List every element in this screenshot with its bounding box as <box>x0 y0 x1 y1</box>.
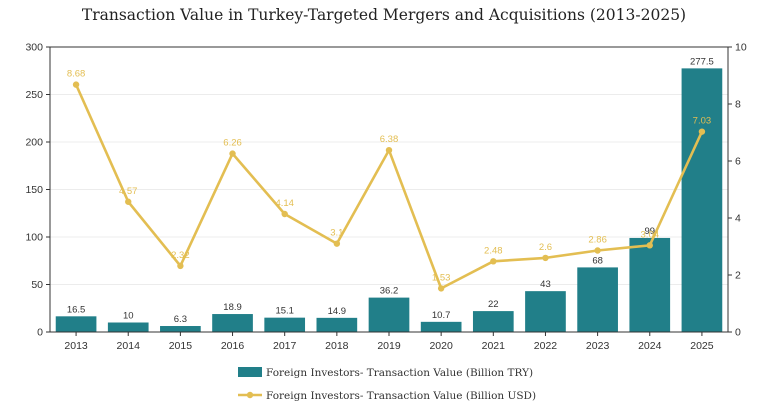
line-label-2017: 4.14 <box>275 198 294 209</box>
x-tick-label-2023: 2023 <box>586 340 610 352</box>
right-tick-label-8: 8 <box>735 99 741 111</box>
bar-2023 <box>577 267 618 332</box>
line-point-2023 <box>594 247 601 254</box>
line-point-2016 <box>229 150 236 157</box>
bar-2020 <box>420 321 462 332</box>
line-label-2022: 2.6 <box>539 242 552 253</box>
line-path <box>74 84 704 290</box>
legend-swatch-marker <box>246 391 254 399</box>
bar-2021 <box>472 311 514 332</box>
x-tick-label-2024: 2024 <box>638 340 662 352</box>
bar-label-2015: 6.3 <box>174 314 187 325</box>
bar-label-2014: 10 <box>123 311 134 322</box>
line-point-2022 <box>542 254 549 262</box>
line-point-2013 <box>72 81 80 88</box>
line-point-2017 <box>281 210 288 218</box>
line-label-2025: 7.03 <box>693 116 712 127</box>
right-tick-label-2: 2 <box>735 270 741 282</box>
x-tick-label-2020: 2020 <box>429 340 453 352</box>
x-tick-label-2025: 2025 <box>690 340 714 352</box>
left-tick-label-150: 150 <box>25 184 43 196</box>
chart-title: Transaction Value in Turkey-Targeted Mer… <box>81 6 687 24</box>
line-label-2019: 6.38 <box>380 134 399 145</box>
line-point-2015 <box>177 262 184 270</box>
bar-2017 <box>264 317 306 332</box>
line-point-2018 <box>333 240 341 247</box>
bar-2014 <box>107 322 149 332</box>
bar-2019 <box>368 297 410 332</box>
bar-label-2018: 14.9 <box>328 306 347 317</box>
line-point-2021 <box>490 258 497 265</box>
left-tick-label-0: 0 <box>37 327 43 339</box>
line-point-2020 <box>437 285 445 292</box>
right-tick-label-10: 10 <box>735 42 747 54</box>
line-label-2013: 8.68 <box>67 69 86 80</box>
line-label-2021: 2.48 <box>484 245 503 256</box>
line-label-2020: 1.53 <box>432 272 451 283</box>
left-tick-label-250: 250 <box>25 89 43 101</box>
legend: Foreign Investors- Transaction Value (Bi… <box>238 367 536 402</box>
x-tick-label-2022: 2022 <box>534 340 558 352</box>
bar-label-2025: 277.5 <box>690 56 714 67</box>
bar-2013 <box>55 316 97 332</box>
line-point-2014 <box>125 198 132 205</box>
bar-series: 16.5 10 6.3 18.9 15.1 14.9 36.2 10.7 22 43 68 99 277… <box>55 56 723 332</box>
x-tick-label-2015: 2015 <box>169 340 193 352</box>
line-label-2015: 2.32 <box>171 250 190 261</box>
legend-label-line: Foreign Investors- Transaction Value (Bi… <box>266 390 536 402</box>
bar-2022 <box>525 291 566 332</box>
line-point-2024 <box>646 242 653 249</box>
line-point-2025 <box>698 128 706 135</box>
right-tick-label-0: 0 <box>735 327 741 339</box>
left-tick-label-100: 100 <box>25 232 43 244</box>
x-tick-label-2016: 2016 <box>221 340 245 352</box>
bar-label-2023: 68 <box>592 255 603 266</box>
line-label-2023: 2.86 <box>588 234 607 245</box>
legend-swatch-bars <box>238 367 262 377</box>
right-tick-label-4: 4 <box>735 213 741 225</box>
bar-label-2020: 10.7 <box>432 310 451 321</box>
bar-2018 <box>316 317 358 332</box>
bar-2024 <box>629 237 671 332</box>
legend-label-bars: Foreign Investors- Transaction Value (Bi… <box>266 367 533 379</box>
line-point-2019 <box>385 146 393 154</box>
left-tick-label-200: 200 <box>25 137 43 149</box>
line-label-2016: 6.26 <box>223 138 242 149</box>
right-tick-label-6: 6 <box>735 156 741 168</box>
x-tick-label-2021: 2021 <box>482 340 506 352</box>
x-tick-label-2014: 2014 <box>117 340 141 352</box>
x-tick-label-2017: 2017 <box>273 340 297 352</box>
bar-2016 <box>212 314 253 332</box>
line-label-2024: 3.04 <box>641 229 660 240</box>
line-label-2014: 4.57 <box>119 186 138 197</box>
bar-label-2024: 99 <box>644 226 655 237</box>
x-tick-label-2013: 2013 <box>64 340 88 352</box>
left-tick-label-300: 300 <box>25 42 43 54</box>
bar-label-2019: 36.2 <box>380 286 399 297</box>
line-label-2018: 3.1 <box>330 228 343 239</box>
x-tick-label-2018: 2018 <box>325 340 349 352</box>
left-tick-label-50: 50 <box>31 279 43 291</box>
bar-label-2021: 22 <box>488 299 499 310</box>
line-series: 8.68 4.57 2.32 6.26 4.14 3.1 6.38 1.53 2.48 2.6 2.… <box>67 69 711 292</box>
bar-label-2013: 16.5 <box>67 304 86 315</box>
bar-label-2017: 15.1 <box>275 306 294 317</box>
bar-label-2016: 18.9 <box>223 302 242 313</box>
bar-label-2022: 43 <box>540 279 551 290</box>
x-tick-label-2019: 2019 <box>377 340 401 352</box>
bar-2025 <box>681 68 723 332</box>
bar-2015 <box>160 326 201 332</box>
